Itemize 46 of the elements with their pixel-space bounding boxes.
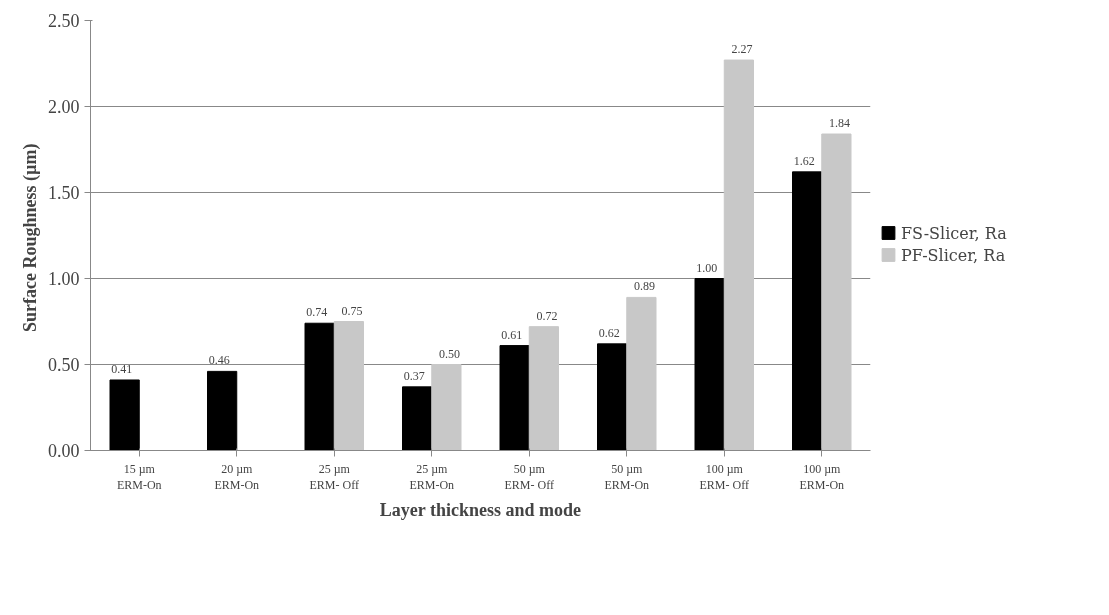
data-label: 0.89 xyxy=(633,279,655,294)
data-label: 0.41 xyxy=(111,361,133,376)
bar xyxy=(333,321,364,451)
data-label: 0.62 xyxy=(598,325,620,340)
y-tick-label: 1.50 xyxy=(48,183,80,203)
data-label: 0.37 xyxy=(403,368,425,383)
data-label: 0.72 xyxy=(536,308,558,323)
x-tick-label: 15 µm ERM-On xyxy=(116,461,162,493)
x-tick-label: 20 µm ERM-On xyxy=(214,461,260,493)
data-label: 0.75 xyxy=(341,303,363,318)
x-tick-label: 25 µm ERM-On xyxy=(409,461,455,493)
data-label: 0.61 xyxy=(501,327,523,342)
bar xyxy=(499,345,530,451)
bar xyxy=(723,59,754,451)
data-label: 1.84 xyxy=(828,116,850,131)
y-tick-label: 2.00 xyxy=(48,97,80,117)
data-label: 0.50 xyxy=(438,346,460,361)
y-tick-label: 2.50 xyxy=(48,11,80,31)
bar xyxy=(792,171,823,451)
bar xyxy=(821,133,852,451)
y-tick-label: 0.50 xyxy=(48,355,80,375)
y-tick-label: 0.00 xyxy=(48,441,80,461)
x-tick-label: 100 µm ERM-On xyxy=(799,461,845,493)
bar xyxy=(597,343,628,451)
x-tick-label: 25 µm ERM- Off xyxy=(309,461,359,493)
data-label: 0.46 xyxy=(208,353,230,368)
y-axis-title: Surface Roughness (µm) xyxy=(20,143,41,332)
data-label: 1.00 xyxy=(696,260,718,275)
legend-label: FS-Slicer, Ra xyxy=(901,223,1007,242)
x-axis-title: Layer thickness and mode xyxy=(379,500,581,521)
x-tick-label: 100 µm ERM- Off xyxy=(699,461,749,493)
data-label: 0.74 xyxy=(306,305,328,320)
data-label: 2.27 xyxy=(731,42,753,57)
bar xyxy=(402,386,433,451)
data-label: 1.62 xyxy=(793,153,815,168)
legend-label: PF-Slicer, Ra xyxy=(901,245,1006,264)
bar xyxy=(207,370,238,451)
bar xyxy=(626,296,657,451)
bar xyxy=(109,379,140,451)
bar xyxy=(431,364,462,451)
y-tick-label: 1.00 xyxy=(48,269,80,289)
bar xyxy=(304,322,335,451)
x-tick-label: 50 µm ERM-On xyxy=(604,461,650,493)
bar xyxy=(694,278,725,451)
x-tick-label: 50 µm ERM- Off xyxy=(504,461,554,493)
bar xyxy=(528,326,559,451)
